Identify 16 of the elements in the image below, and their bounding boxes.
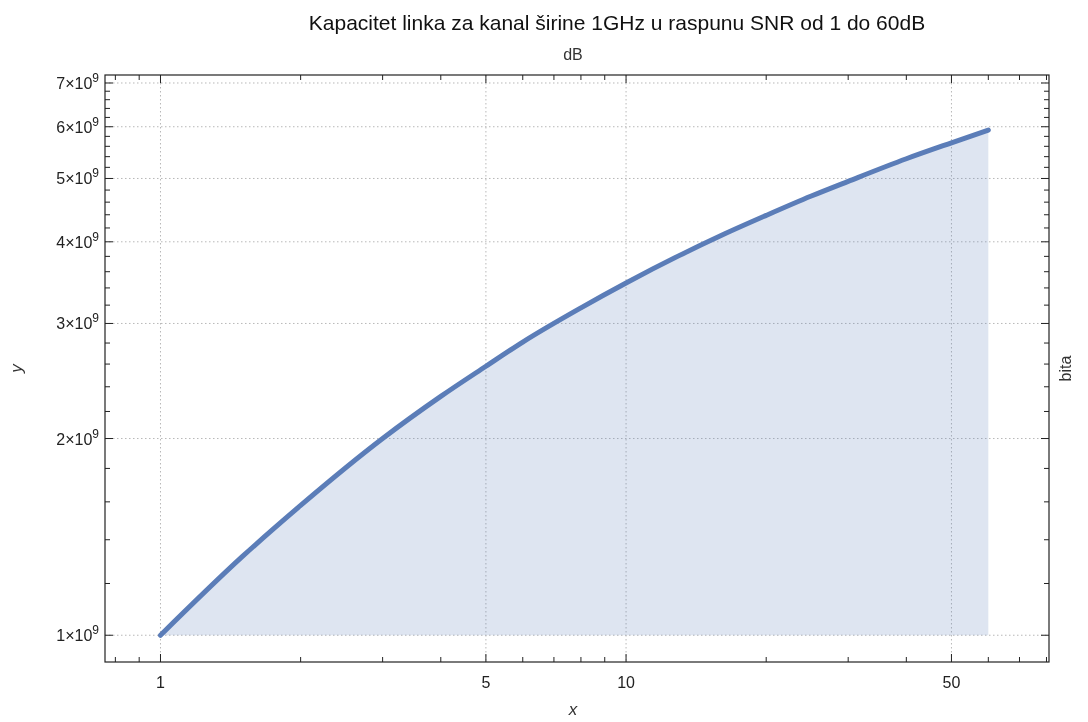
x-axis-title: x bbox=[567, 700, 578, 719]
x-tick-label: 1 bbox=[156, 674, 166, 691]
y-tick-label: 7×10$^{9}$ bbox=[56, 70, 100, 92]
y-axis-title: y bbox=[7, 362, 26, 374]
y-tick-label: 3×10$^{9}$ bbox=[56, 311, 100, 333]
y-tick-label: 5×10$^{9}$ bbox=[56, 166, 100, 188]
y-tick-label: 6×10$^{9}$ bbox=[56, 114, 100, 136]
y-tick-label: 1×10$^{9}$ bbox=[56, 623, 100, 645]
chart-title: Kapacitet linka za kanal širine 1GHz u raspunu SNR od 1 do 60dB bbox=[308, 11, 926, 34]
x-tick-label: 10 bbox=[617, 674, 636, 691]
y2-axis-title: bita bbox=[1057, 355, 1074, 382]
x-tick-label: 5 bbox=[481, 674, 491, 691]
y-tick-label: 4×10$^{9}$ bbox=[56, 229, 100, 251]
x-tick-label: 50 bbox=[942, 674, 961, 691]
y-tick-label: 2×10$^{9}$ bbox=[56, 426, 100, 448]
x2-axis-title: dB bbox=[563, 46, 583, 63]
